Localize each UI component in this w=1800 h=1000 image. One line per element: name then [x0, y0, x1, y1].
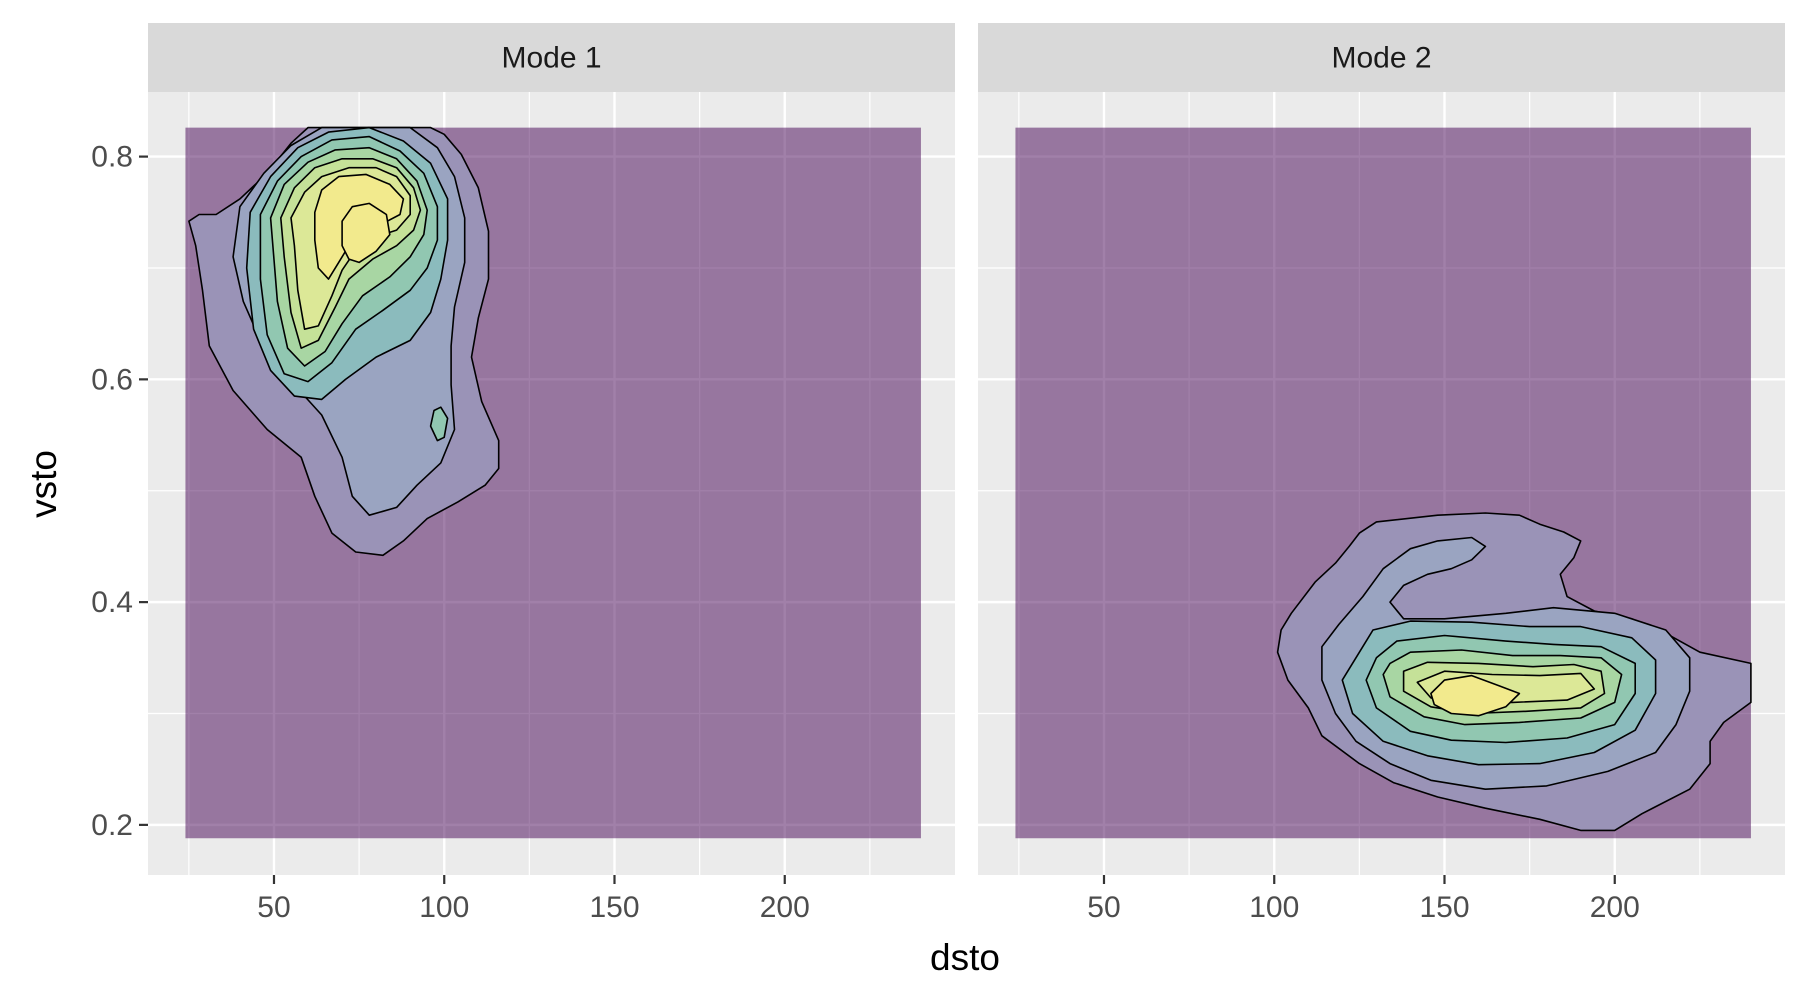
- axes-layer: 50 100 150 200 50 100 150 200 0.2 0.4 0.6 0.8: [91, 141, 1639, 924]
- y-tick-label: 0.6: [91, 363, 133, 396]
- x-tick-label: 200: [1590, 891, 1640, 924]
- density-contours: [188, 126, 500, 557]
- y-tick-label: 0.8: [91, 141, 133, 174]
- y-tick-label: 0.2: [91, 809, 133, 842]
- contour-level-9: [341, 202, 391, 264]
- facet-strip-label: Mode 1: [501, 42, 601, 75]
- contour-level-8: [1430, 674, 1521, 717]
- x-tick-label: 100: [1249, 891, 1299, 924]
- facet-panel: Mode 1: [148, 23, 955, 875]
- x-tick-label: 50: [1087, 891, 1120, 924]
- y-axis-title: vsto: [23, 450, 64, 518]
- density-contours: [1276, 512, 1752, 832]
- x-tick-label: 200: [760, 891, 810, 924]
- x-axis-title: dsto: [930, 937, 1000, 978]
- y-tick-label: 0.4: [91, 586, 133, 619]
- x-tick-label: 50: [257, 891, 290, 924]
- x-tick-label: 150: [1419, 891, 1469, 924]
- x-tick-label: 100: [419, 891, 469, 924]
- panels-layer: Mode 1 Mode 2: [148, 23, 1785, 875]
- x-tick-label: 150: [589, 891, 639, 924]
- facet-panel: Mode 2: [978, 23, 1785, 875]
- facet-strip: [978, 23, 1785, 92]
- facet-strip-label: Mode 2: [1331, 42, 1431, 75]
- contour-level-4: [429, 406, 449, 442]
- facet-strip: [148, 23, 955, 92]
